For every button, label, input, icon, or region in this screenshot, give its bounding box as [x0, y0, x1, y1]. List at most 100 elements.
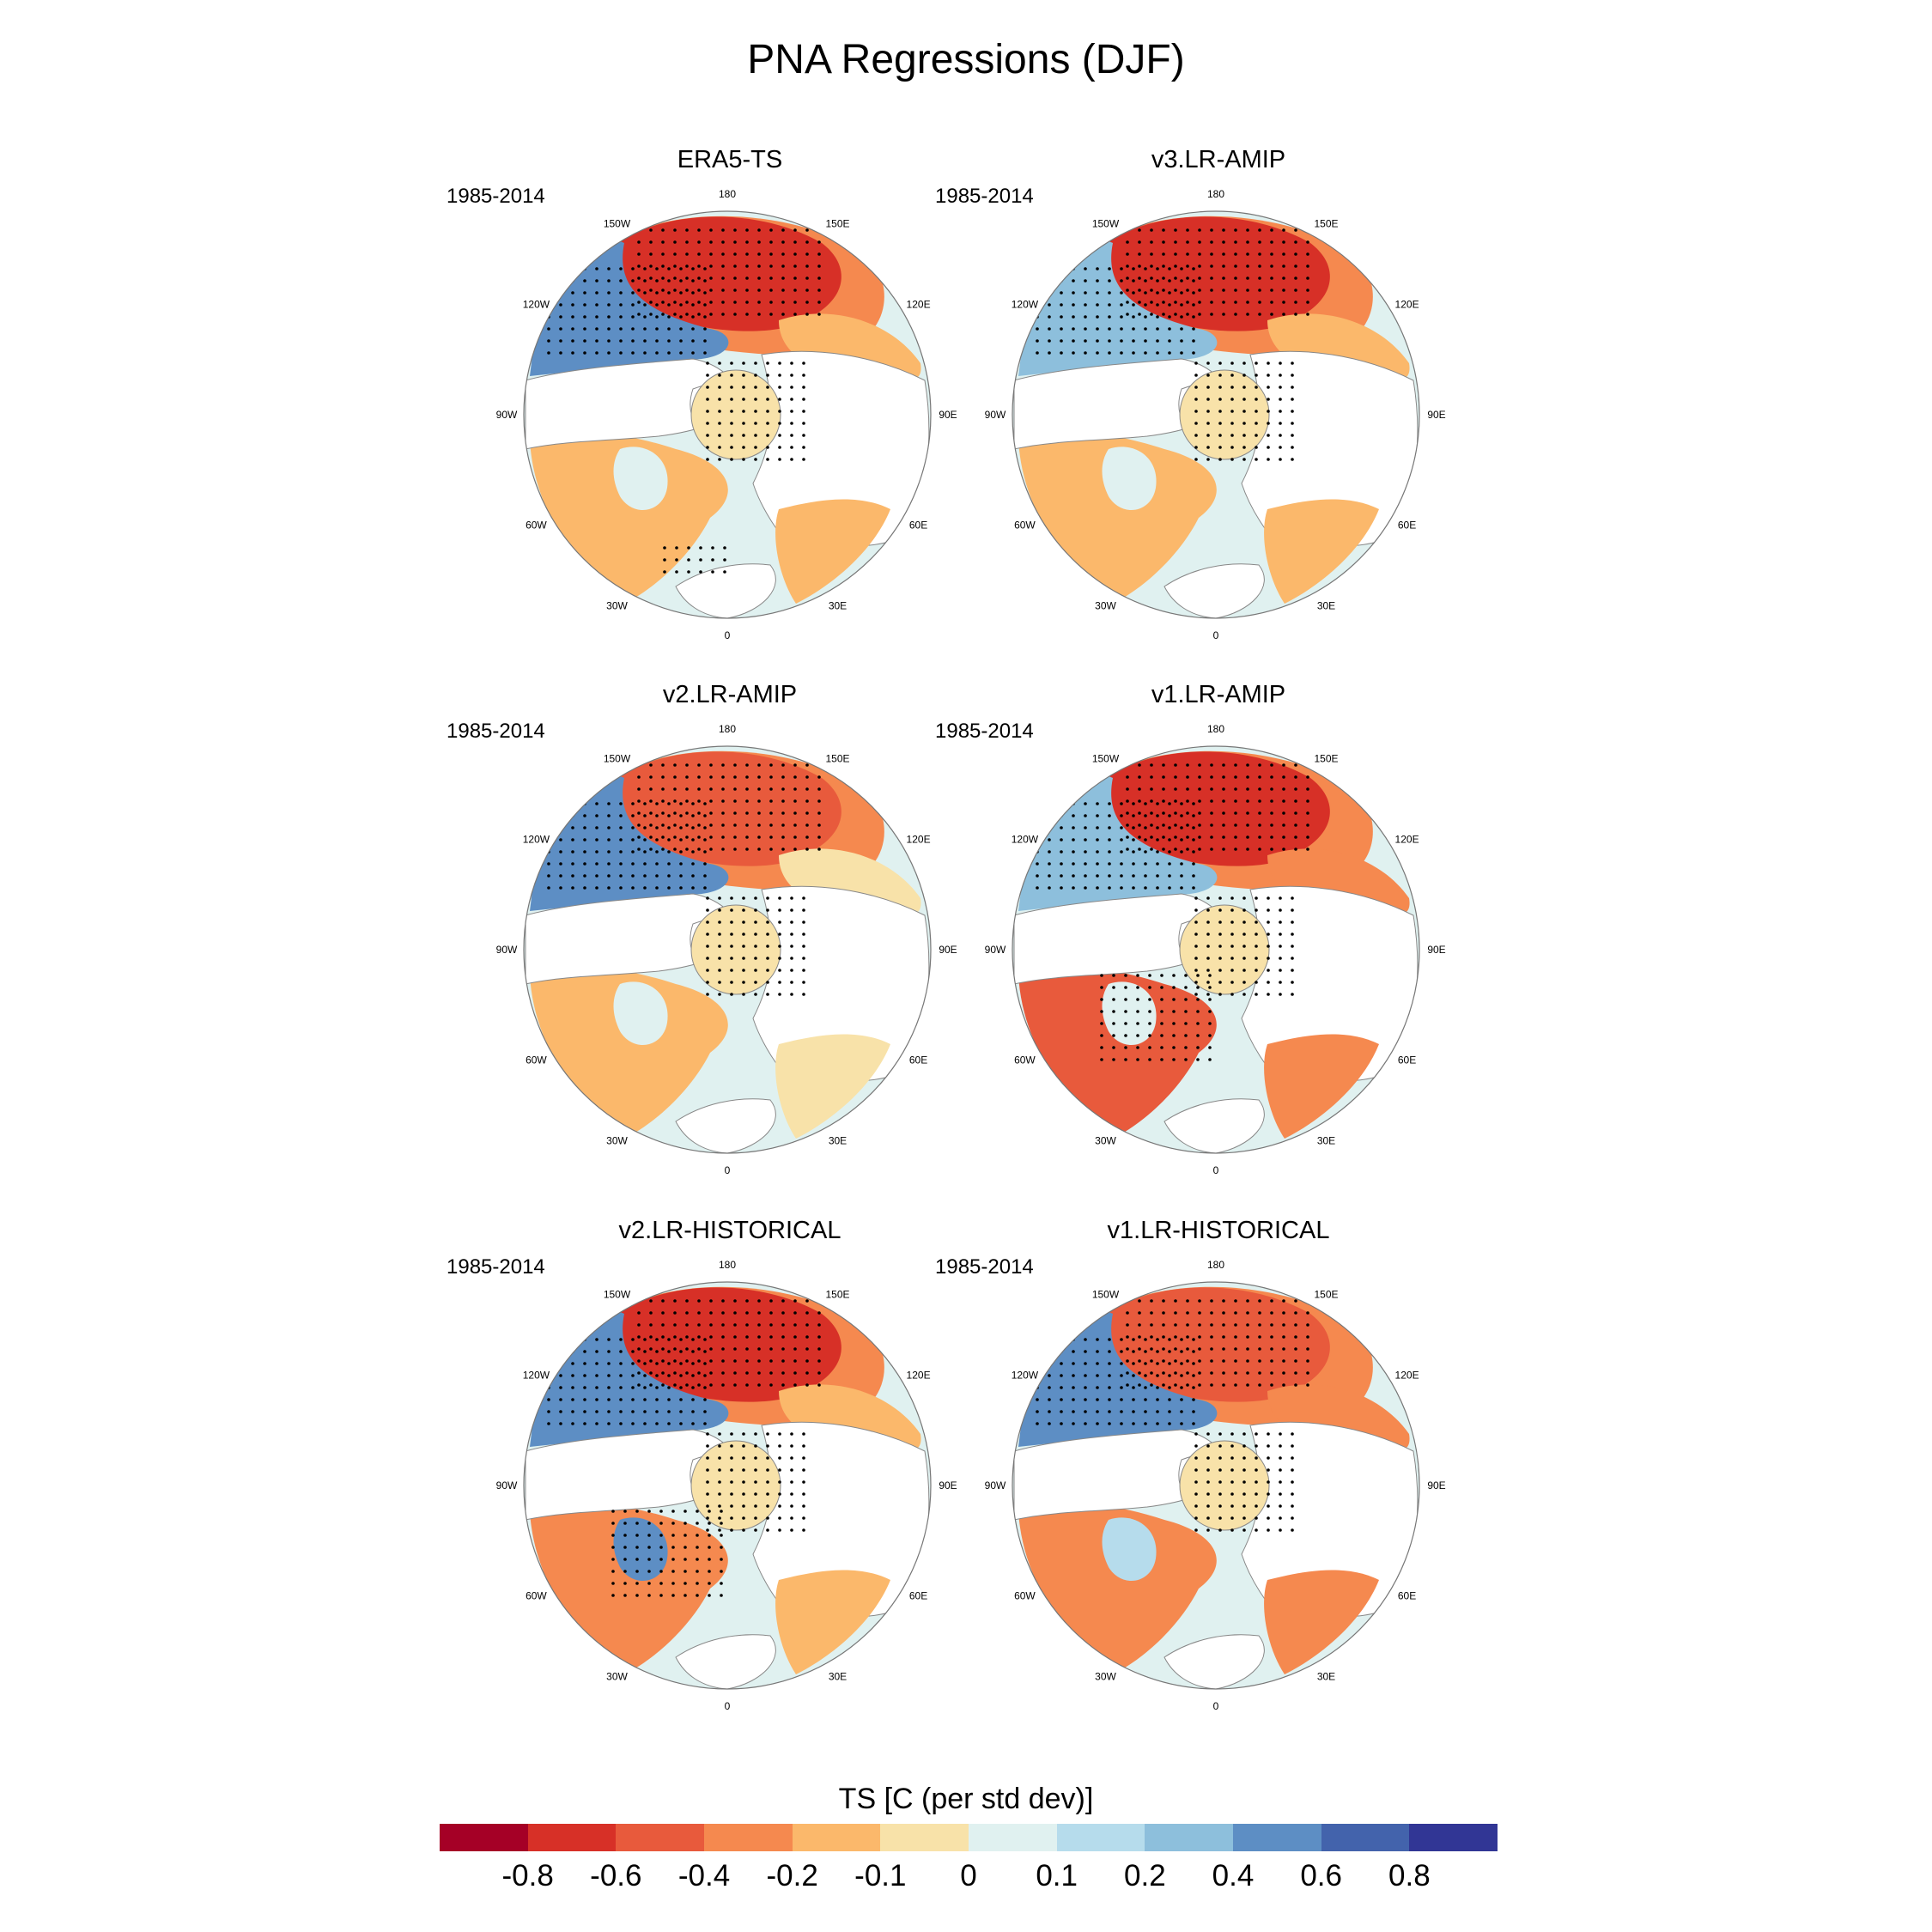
polar-map: 180 150E 120E 90E 60E 30E 0 30W 60W 90W 120W 150W [496, 188, 957, 641]
longitude-label: 150E [1314, 1288, 1338, 1300]
map-panel: v3.LR-AMIP 1985-2014 180 150E 120E 90E 60E 30E 0… [935, 146, 1493, 641]
stipple-arctic_ocean [1194, 896, 1294, 996]
longitude-label: 60E [909, 1054, 927, 1066]
anomaly-hudson [613, 981, 668, 1046]
longitude-label: 150W [604, 217, 631, 229]
longitude-label: 90E [1427, 1479, 1445, 1492]
longitude-label: 150E [825, 217, 849, 229]
longitude-label: 120E [1395, 834, 1419, 846]
colorbar-box [440, 1824, 528, 1851]
longitude-label: 60E [1398, 1054, 1416, 1066]
longitude-label: 150W [1092, 1288, 1120, 1300]
anomaly-europe [1264, 1034, 1379, 1139]
longitude-label: 120W [523, 834, 550, 846]
longitude-label: 150E [825, 752, 849, 764]
anomaly-arctic-ocean [1179, 1440, 1270, 1531]
longitude-label: 60W [526, 1054, 547, 1066]
longitude-label: 0 [1213, 1164, 1219, 1176]
longitude-label: 90W [496, 944, 518, 956]
anomaly-arctic-ocean [690, 369, 781, 460]
longitude-label: 180 [719, 723, 736, 735]
anomaly-hudson [613, 1517, 668, 1582]
anomaly-europe [775, 1570, 890, 1674]
colorbar-box [1321, 1824, 1410, 1851]
stipple-pacific [637, 763, 821, 851]
land-africa [1163, 1634, 1265, 1689]
longitude-label: 0 [1213, 629, 1219, 641]
colorbar-box [969, 1824, 1057, 1851]
longitude-label: 30E [1317, 1671, 1335, 1683]
longitude-label: 60W [526, 1590, 547, 1602]
colorbar-tick-label: 0.8 [1388, 1859, 1431, 1893]
longitude-label: 120W [523, 299, 550, 311]
longitude-label: 120E [1395, 299, 1419, 311]
stipple-north_america_west [1036, 802, 1195, 890]
panel-title: ERA5-TS [677, 146, 783, 173]
longitude-label: 180 [1207, 188, 1224, 200]
map-boundary [523, 1281, 932, 1690]
colorbar-tick-label: -0.6 [590, 1859, 642, 1893]
anomaly-europe [1264, 1570, 1379, 1674]
longitude-label: 60W [1014, 1054, 1036, 1066]
map-boundary [523, 745, 932, 1154]
longitude-label: 30E [829, 1135, 847, 1147]
longitude-label: 60W [526, 519, 547, 532]
stipple-arctic_ocean [706, 1432, 805, 1532]
colorbar-box [1233, 1824, 1321, 1851]
longitude-label: 60E [909, 1590, 927, 1602]
colorbar-tick-label: 0.6 [1300, 1859, 1342, 1893]
anomaly-europe [1264, 499, 1379, 604]
longitude-label: 90E [939, 1479, 957, 1492]
longitude-label: 180 [1207, 723, 1224, 735]
land-eurasia [752, 1421, 930, 1624]
longitude-label: 0 [725, 1164, 731, 1176]
stipple-north_america_west [1036, 267, 1195, 355]
longitude-label: 30W [1095, 600, 1116, 612]
longitude-label: 90E [1427, 409, 1445, 421]
longitude-label: 120W [1012, 1370, 1039, 1382]
polar-map: 180 150E 120E 90E 60E 30E 0 30W 60W 90W 120W 150W [985, 1259, 1446, 1712]
map-boundary [1012, 745, 1420, 1154]
land-eurasia [752, 350, 930, 553]
polar-map: 180 150E 120E 90E 60E 30E 0 30W 60W 90W 120W 150W [496, 1259, 957, 1712]
longitude-label: 30W [1095, 1671, 1116, 1683]
colorbar-tick-label: 0 [960, 1859, 977, 1893]
longitude-label: 150W [1092, 217, 1120, 229]
colorbar-box [1409, 1824, 1498, 1851]
colorbar [440, 1824, 1498, 1851]
stipple-pacific [1126, 228, 1309, 316]
panel-title: v3.LR-AMIP [1151, 146, 1286, 173]
map-panel: v1.LR-HISTORICAL 1985-2014 180 150E 120E 90E 6… [935, 1217, 1493, 1712]
longitude-label: 150W [604, 1288, 631, 1300]
polar-map: 180 150E 120E 90E 60E 30E 0 30W 60W 90W 120W 150W [985, 723, 1446, 1176]
panel-period: 1985-2014 [935, 1255, 1034, 1279]
longitude-label: 90W [496, 409, 518, 421]
longitude-label: 120E [907, 299, 931, 311]
longitude-label: 60W [1014, 1590, 1036, 1602]
colorbar-tick-label: -0.1 [854, 1859, 907, 1893]
anomaly-hudson [1102, 1517, 1157, 1582]
longitude-label: 120E [907, 1370, 931, 1382]
panel-title: v2.LR-HISTORICAL [618, 1217, 841, 1244]
panel-title: v1.LR-AMIP [1151, 681, 1286, 708]
longitude-label: 0 [1213, 1700, 1219, 1712]
stipple-north_america_west [547, 1338, 707, 1425]
longitude-label: 90W [496, 1479, 518, 1492]
colorbar-box [704, 1824, 793, 1851]
polar-map: 180 150E 120E 90E 60E 30E 0 30W 60W 90W 120W 150W [496, 723, 957, 1176]
longitude-label: 30W [606, 1135, 628, 1147]
land-africa [1163, 1098, 1265, 1153]
longitude-label: 60W [1014, 519, 1036, 532]
stipple-south_atlantic [663, 546, 726, 574]
stipple-arctic_ocean [1194, 361, 1294, 461]
panel-period: 1985-2014 [935, 185, 1034, 208]
colorbar-tick-label: -0.8 [501, 1859, 554, 1893]
anomaly-atlantic [1018, 1502, 1217, 1674]
map-boundary [523, 210, 932, 619]
colorbar-box [1145, 1824, 1234, 1851]
longitude-label: 30E [829, 600, 847, 612]
stipple-arctic_ocean [706, 361, 805, 461]
longitude-label: 60E [1398, 1590, 1416, 1602]
longitude-label: 180 [719, 188, 736, 200]
colorbar-title: TS [C (per std dev)] [838, 1783, 1094, 1815]
